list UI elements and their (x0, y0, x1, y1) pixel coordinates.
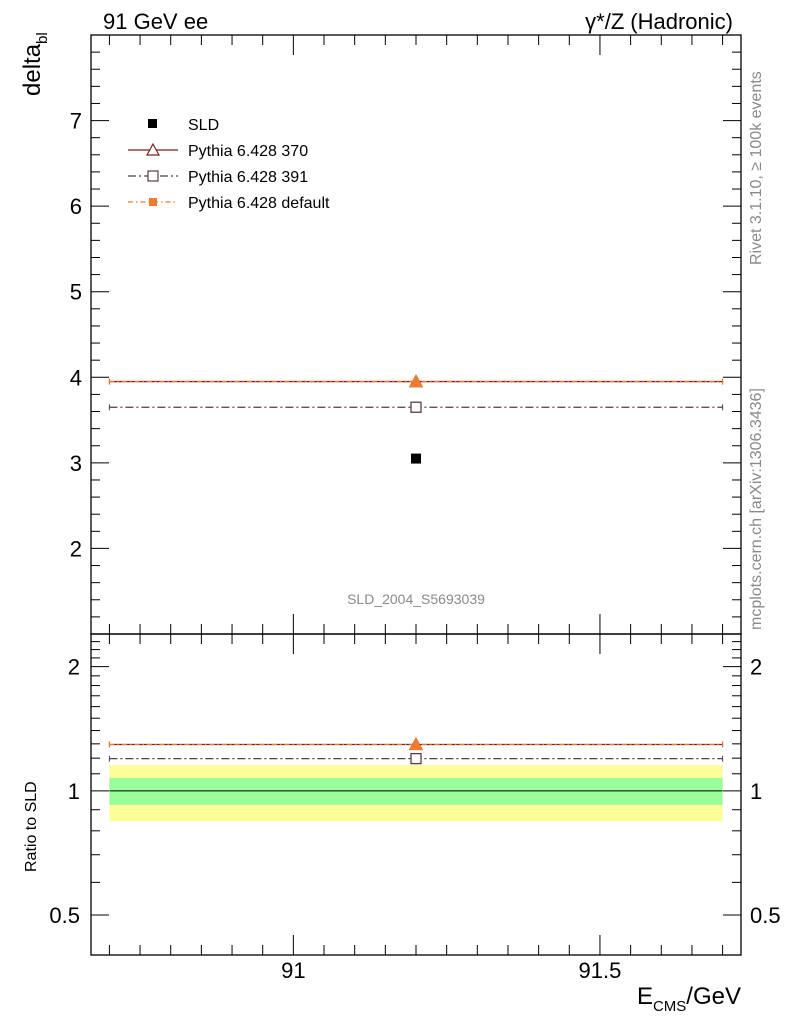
legend-sld-marker (148, 119, 157, 128)
header-right: γ*/Z (Hadronic) (585, 9, 733, 34)
main-ytick-label: 4 (70, 365, 82, 390)
header-right-process: γ*/Z (585, 9, 624, 34)
legend-391-marker (147, 170, 159, 182)
legend-default-label: Pythia 6.428 default (188, 195, 330, 212)
x-axis-label-unit: /GeV (686, 983, 741, 1010)
header-right-qualifier: (Hadronic) (630, 9, 733, 34)
ratio-ytick-label-left: 2 (68, 655, 80, 680)
legend-sld-label: SLD (188, 117, 219, 134)
ratio-plot-marks (108, 737, 724, 765)
ratio-band-inner (109, 777, 723, 805)
ratio-ytick-label-right: 0.5 (750, 903, 781, 928)
ratio-pythia-default-marker (409, 737, 423, 751)
axis-tick-labels: 2 3 4 5 6 7 0.5 0.5 1 1 2 2 91 91.5 (49, 109, 780, 983)
ratio-ytick-label-left: 0.5 (49, 903, 80, 928)
main-ytick-label: 2 (70, 536, 82, 561)
xtick-label: 91 (281, 958, 305, 983)
analysis-watermark: SLD_2004_S5693039 (347, 591, 485, 607)
main-ytick-label: 6 (70, 194, 82, 219)
main-ytick-label: 5 (70, 280, 82, 305)
legend-default-marker (149, 198, 157, 206)
x-axis-label-sub: CMS (653, 998, 686, 1015)
ratio-pythia-391-marker (410, 752, 422, 765)
legend-370-label: Pythia 6.428 370 (188, 143, 308, 160)
axis-ticks (91, 35, 741, 955)
rivet-label: Rivet 3.1.10, ≥ 100k events (748, 71, 765, 265)
main-ytick-label: 3 (70, 451, 82, 476)
mcplots-label: mcplots.cern.ch [arXiv:1306.3436] (748, 388, 765, 630)
ratio-ytick-label-right: 1 (750, 779, 762, 804)
main-plot-marks (108, 374, 724, 464)
main-ytick-label: 7 (70, 109, 82, 134)
sld-data-point (411, 453, 421, 464)
legend-370-marker (145, 142, 161, 156)
x-axis-label: ECMS/GeV (637, 983, 741, 1015)
main-ylabel-text: delta (19, 43, 46, 96)
ratio-ytick-label-left: 1 (68, 779, 80, 804)
legend: SLD Pythia 6.428 370 Pythia 6.428 391 Py… (128, 117, 330, 212)
pythia-default-marker (409, 374, 423, 388)
header-left: 91 GeV ee (103, 9, 208, 34)
x-axis-label-main: E (637, 983, 653, 1010)
main-ylabel: deltabl (19, 32, 51, 96)
xtick-label: 91.5 (579, 958, 622, 983)
pythia-391-marker (410, 401, 422, 413)
legend-391-label: Pythia 6.428 391 (188, 169, 308, 186)
ratio-ytick-label-right: 2 (750, 655, 762, 680)
main-ylabel-sub: bl (34, 32, 51, 44)
ratio-ylabel: Ratio to SLD (23, 781, 40, 872)
